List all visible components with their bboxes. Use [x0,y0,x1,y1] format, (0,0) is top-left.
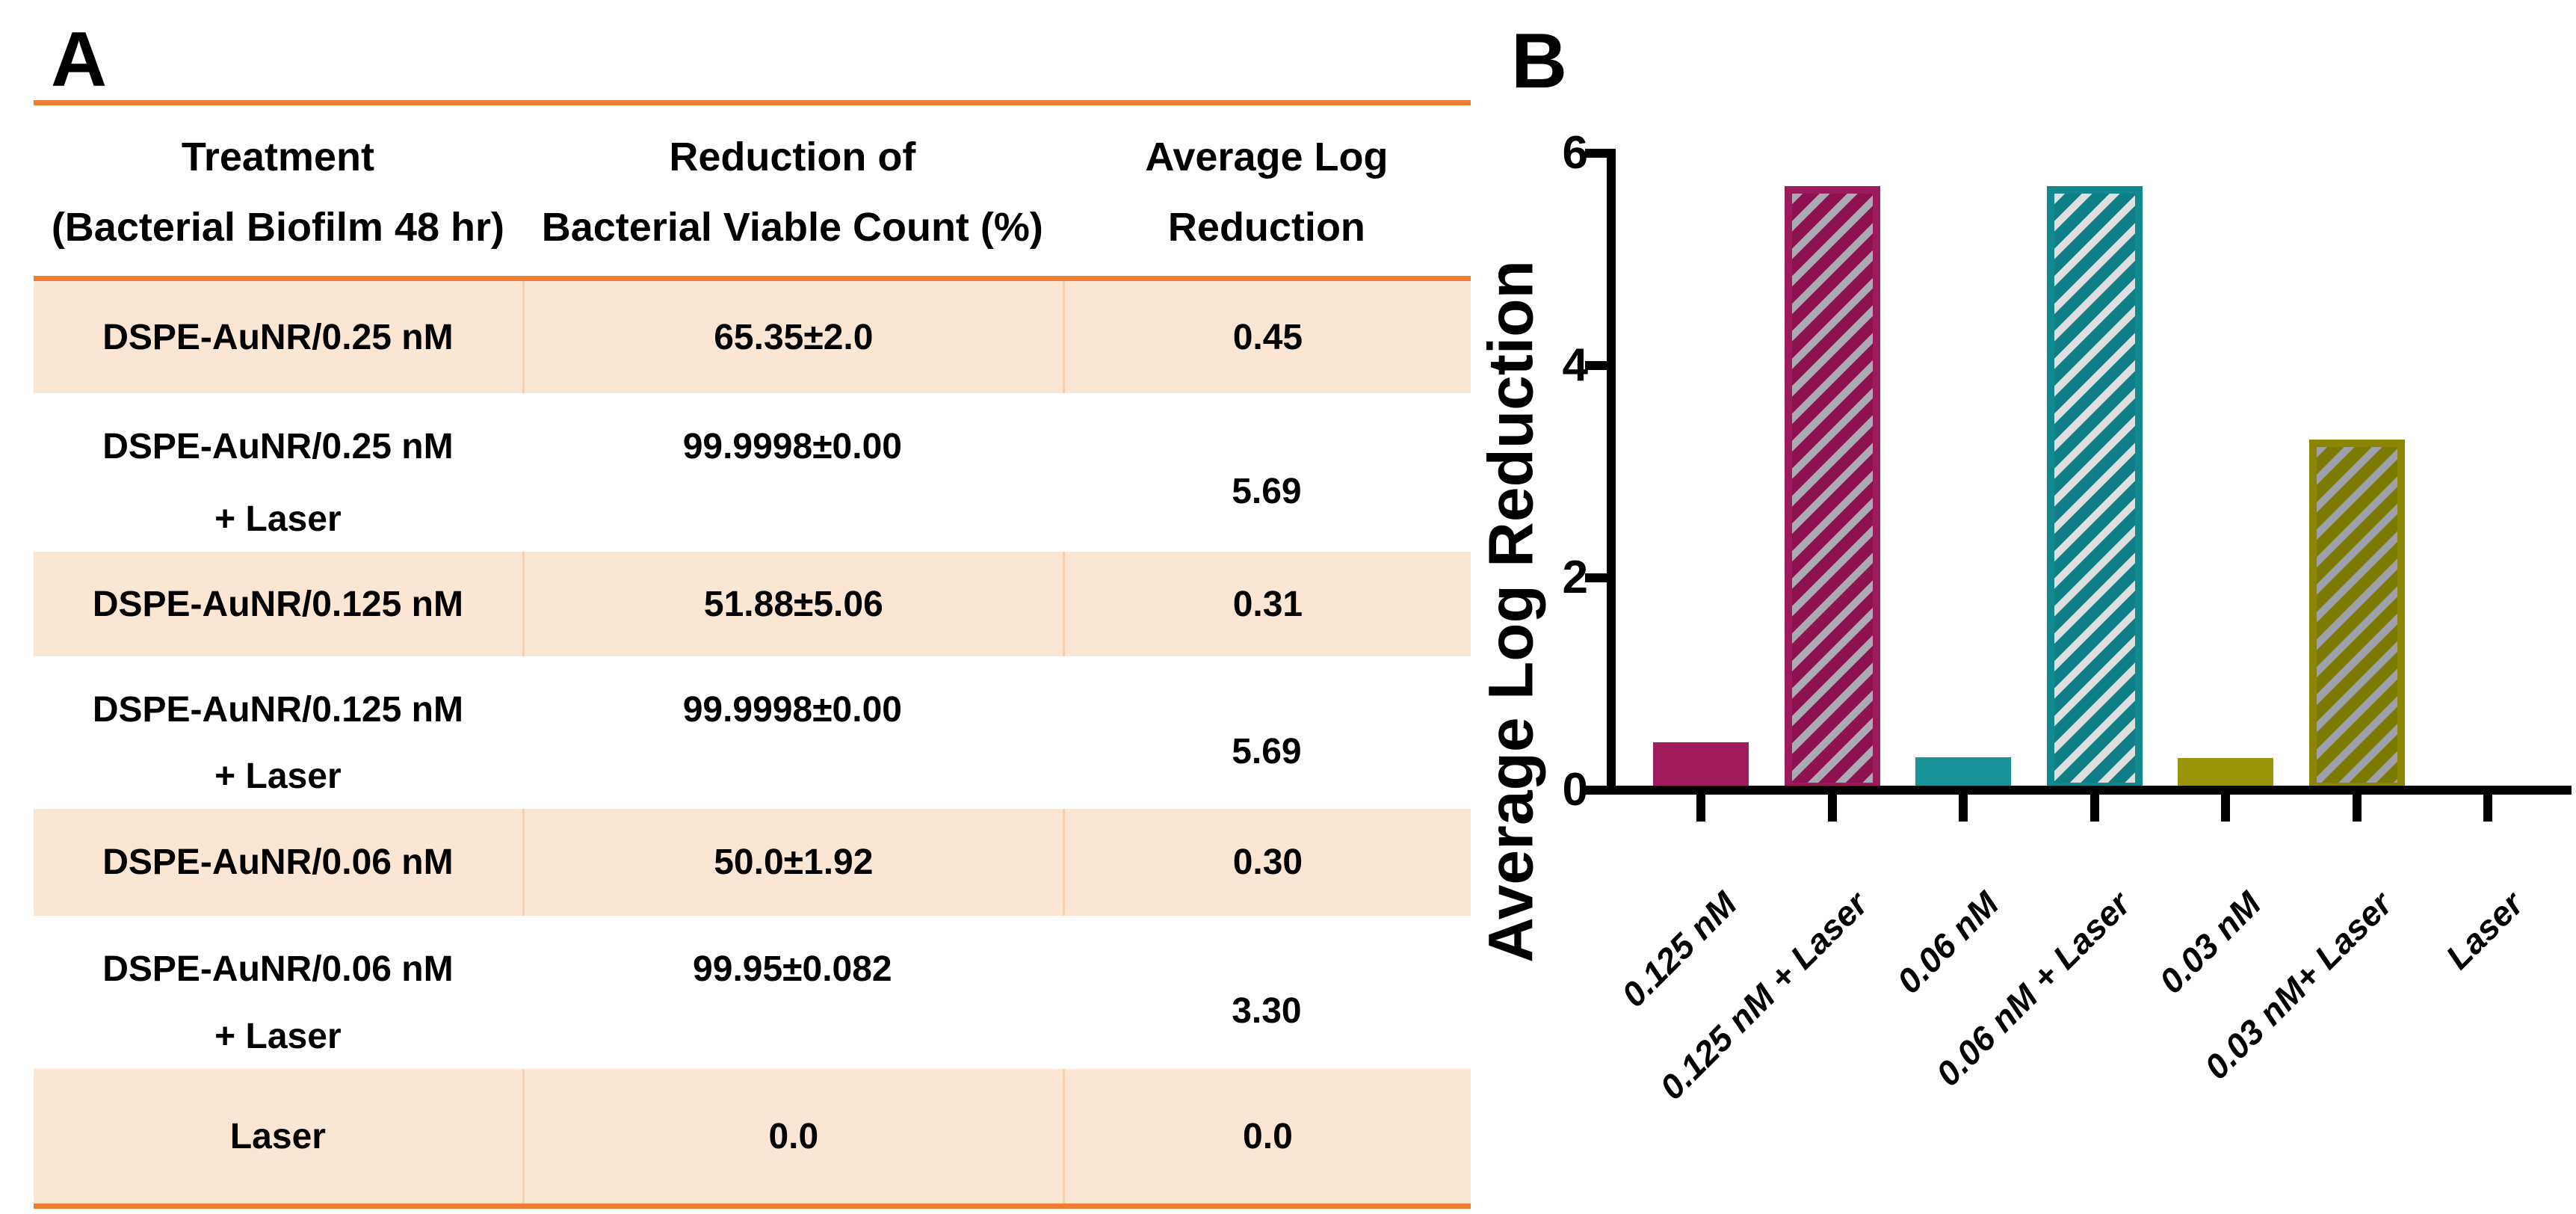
x-axis-tick [1827,786,1837,822]
x-axis-tick-label: Laser [2438,884,2531,977]
treatment-cell: DSPE-AuNR/0.25 nM + Laser [102,427,454,539]
treatment-table: Treatment (Bacterial Biofilm 48 hr) Redu… [34,100,1471,1209]
x-axis-tick [1959,786,1968,822]
table-bottom-rule [34,1204,1471,1209]
header-line: Average Log [1145,134,1389,179]
chart-bar [1653,742,1749,790]
table-header-row: Treatment (Bacterial Biofilm 48 hr) Redu… [34,105,1471,276]
column-header-log-reduction: Average Log Reduction [1063,105,1471,276]
table-row: DSPE-AuNR/0.06 nM + Laser 99.95±0.082 3.… [34,916,1471,1069]
log-cell: 0.45 [1062,281,1471,393]
y-axis-tick [1585,149,1611,158]
treatment-cell: DSPE-AuNR/0.06 nM [102,842,454,882]
y-axis-line [1607,149,1616,795]
header-line: (Bacterial Biofilm 48 hr) [51,205,504,250]
table-row: Laser 0.0 0.0 [34,1069,1471,1204]
reduction-cell: 50.0±1.92 [522,809,1063,916]
chart-bar [1784,186,1880,790]
header-line: Reduction [1167,205,1365,250]
table-row: DSPE-AuNR/0.25 nM + Laser 99.9998±0.00 5… [34,393,1471,552]
reduction-cell: 99.9998±0.00 [682,690,902,730]
panel-b-label: B [1511,18,1568,105]
table-row: DSPE-AuNR/0.125 nM 51.88±5.06 0.31 [34,552,1471,656]
header-line: Bacterial Viable Count (%) [541,205,1043,250]
x-axis-tick-label: 0.125 nM [1613,884,1744,1014]
treatment-cell: DSPE-AuNR/0.06 nM + Laser [102,949,454,1056]
log-cell: 3.30 [1232,991,1302,1031]
y-axis-tick-label: 6 [1562,127,1588,179]
y-axis-tick [1585,573,1611,582]
table-row: DSPE-AuNR/0.06 nM 50.0±1.92 0.30 [34,809,1471,916]
treatment-cell: DSPE-AuNR/0.25 nM [102,317,454,357]
reduction-cell: 99.9998±0.00 [682,427,902,466]
column-header-treatment: Treatment (Bacterial Biofilm 48 hr) [34,105,522,276]
table-top-rule [34,100,1471,105]
x-axis-tick [1696,786,1705,822]
x-axis-line [1607,786,2572,795]
column-header-reduction: Reduction of Bacterial Viable Count (%) [522,105,1063,276]
reduction-cell: 0.0 [522,1069,1063,1204]
x-axis-tick [2483,786,2492,822]
reduction-cell: 65.35±2.0 [522,281,1063,393]
table-row: DSPE-AuNR/0.125 nM + Laser 99.9998±0.00 … [34,656,1471,809]
treatment-cell: DSPE-AuNR/0.125 nM [92,584,463,624]
y-axis-tick-label: 4 [1562,339,1588,391]
reduction-cell: 99.95±0.082 [693,949,892,989]
log-cell: 0.0 [1062,1069,1471,1204]
treatment-cell: DSPE-AuNR/0.125 nM + Laser [92,690,463,796]
y-axis-tick [1585,786,1611,795]
x-axis-tick-label: 0.03 nM [2152,884,2269,1001]
treatment-cell: Laser [229,1116,326,1156]
chart-bar [1915,757,2011,790]
y-axis-tick-label: 2 [1562,552,1588,603]
chart-bar [2046,186,2143,790]
panel-a-label: A [51,16,108,103]
log-cell: 0.30 [1062,809,1471,916]
log-cell: 5.69 [1232,471,1302,511]
chart-bar [2178,758,2273,790]
x-axis-tick [2089,786,2099,822]
header-line: Reduction of [669,134,916,179]
log-cell: 0.31 [1062,552,1471,656]
x-axis-tick [2221,786,2230,822]
y-axis-tick [1585,361,1611,370]
x-axis-tick-label: 0.06 nM [1889,884,2007,1001]
chart-bar [2308,440,2405,790]
y-axis-tick-label: 0 [1562,764,1588,816]
table-row: DSPE-AuNR/0.25 nM 65.35±2.0 0.45 [34,281,1471,393]
reduction-cell: 51.88±5.06 [522,552,1063,656]
table-header-rule [34,276,1471,281]
log-cell: 5.69 [1232,731,1302,771]
x-axis-tick [2352,786,2362,822]
header-line: Treatment [181,134,374,179]
